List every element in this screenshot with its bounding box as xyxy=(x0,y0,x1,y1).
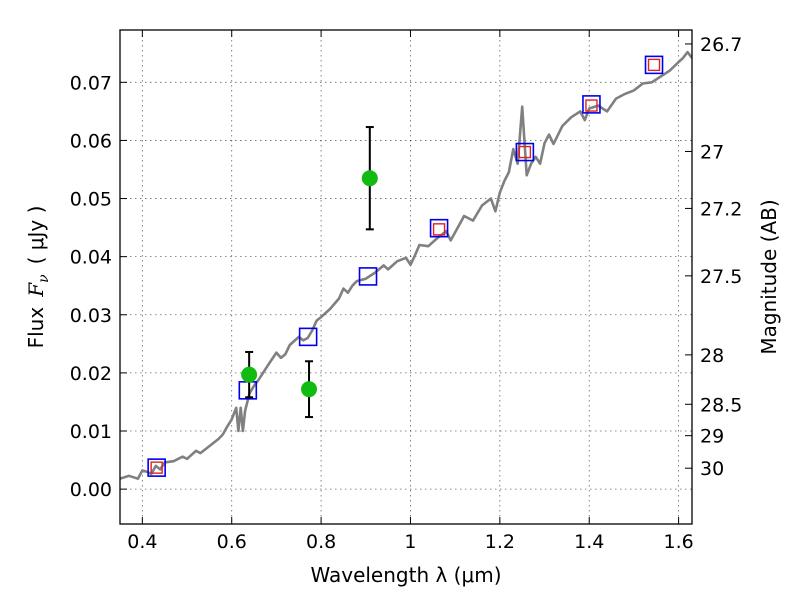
y-tick-label: 0.01 xyxy=(70,421,112,443)
synthetic-photometry-square xyxy=(644,55,664,75)
y-tick-label: 0.04 xyxy=(70,247,112,269)
observed-photometry-square xyxy=(150,461,163,474)
synthetic-photometry-square xyxy=(358,267,378,286)
x-tick-label: 1.6 xyxy=(663,531,693,553)
y-axis-label-symbol: F xyxy=(24,282,48,298)
synthetic-photometry-square xyxy=(429,218,449,238)
y-tick-label: 0.00 xyxy=(70,479,112,501)
y2-tick-label: 28.5 xyxy=(700,394,742,416)
plot-area xyxy=(120,50,692,480)
observed-photometry-square xyxy=(647,58,661,72)
y2-axis-label: Magnitude (AB) xyxy=(757,199,781,354)
y2-tick-label: 27 xyxy=(700,141,724,163)
y2-tick-label: 29 xyxy=(700,426,724,448)
y-tick-label: 0.05 xyxy=(70,189,112,211)
y-axis-label-prefix: Flux xyxy=(24,307,48,349)
x-tick-label: 1 xyxy=(404,531,416,553)
spectrum-line xyxy=(120,50,692,480)
ground-photometry-point xyxy=(361,170,378,187)
observed-photometry-square xyxy=(585,99,598,112)
ground-photometry-point xyxy=(241,366,258,383)
x-tick-label: 1.4 xyxy=(574,531,604,553)
synthetic-photometry-square xyxy=(515,142,535,162)
y-tick-label: 0.06 xyxy=(70,130,112,152)
x-tick-label: 1.2 xyxy=(485,531,515,553)
x-tick-label: 0.8 xyxy=(306,531,336,553)
y-tick-label: 0.07 xyxy=(70,72,112,94)
synthetic-photometry-square xyxy=(298,327,318,347)
y-tick-label: 0.02 xyxy=(70,363,112,385)
observed-photometry-square xyxy=(432,223,446,236)
y-axis-label-unit: ( μJy ) xyxy=(24,206,48,265)
y2-tick-label: 28 xyxy=(700,345,724,367)
x-tick-label: 0.4 xyxy=(127,531,157,553)
y2-tick-label: 30 xyxy=(700,458,724,480)
y2-tick-label: 27.2 xyxy=(700,198,742,220)
y-axis-label-subscript: ν xyxy=(36,274,52,283)
plot-series xyxy=(120,50,692,480)
ground-photometry-point xyxy=(301,381,318,398)
x-axis-label: Wavelength λ (μm) xyxy=(310,563,501,587)
y-axis-label: Flux Fν ( μJy ) xyxy=(24,206,52,349)
synthetic-photometry-square xyxy=(582,95,601,114)
synthetic-photometry-square xyxy=(147,458,166,477)
x-tick-label: 0.6 xyxy=(217,531,247,553)
plot-frame xyxy=(119,29,693,525)
observed-photometry-square xyxy=(518,145,532,159)
y2-tick-label: 27.5 xyxy=(700,266,742,288)
y2-tick-label: 26.7 xyxy=(700,34,742,56)
y-tick-label: 0.03 xyxy=(70,305,112,327)
axis-ticks: 0.4 0.6 0.8 1 1.2 1.4 1.6 0.00 0.01 0.02 0.03 0.04 0… xyxy=(70,30,742,553)
